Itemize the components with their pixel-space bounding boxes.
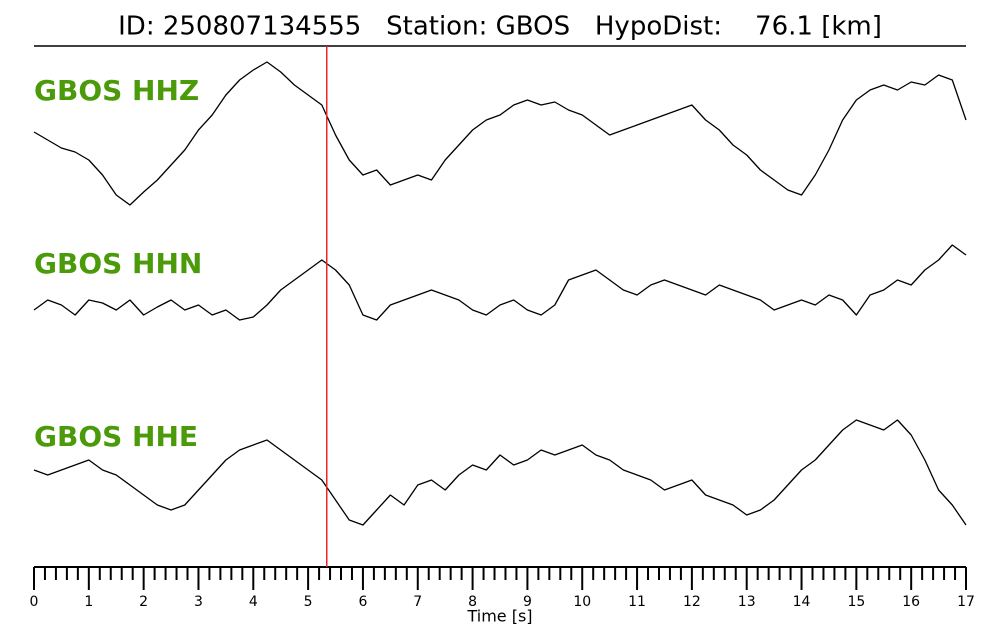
x-tick-label: 16 — [902, 594, 920, 610]
x-tick-label: 4 — [249, 594, 258, 610]
x-tick-label: 1 — [84, 594, 93, 610]
trace-label: GBOS HHZ — [34, 74, 199, 107]
x-tick-label: 14 — [793, 594, 811, 610]
x-tick-label: 10 — [573, 594, 591, 610]
x-tick-label: 6 — [358, 594, 367, 610]
trace-label: GBOS HHN — [34, 247, 202, 280]
trace — [33, 61, 967, 206]
x-tick-label: 12 — [683, 594, 701, 610]
x-tick-label: 15 — [847, 594, 865, 610]
x-tick-label: 11 — [628, 594, 646, 610]
x-tick-label: 2 — [139, 594, 148, 610]
x-tick-label: 5 — [304, 594, 313, 610]
chart-title: ID: 250807134555 Station: GBOS HypoDist:… — [118, 12, 882, 42]
trace — [33, 419, 967, 526]
x-tick-label: 8 — [468, 594, 477, 610]
trace-label: GBOS HHE — [34, 420, 198, 453]
x-tick-label: 13 — [738, 594, 756, 610]
x-tick-label: 0 — [30, 594, 39, 610]
x-tick-label: 3 — [194, 594, 203, 610]
x-tick-label: 7 — [413, 594, 422, 610]
x-tick-label: 17 — [957, 594, 975, 610]
trace — [33, 244, 967, 321]
x-axis-label: Time [s] — [466, 607, 532, 626]
x-tick-label: 9 — [523, 594, 532, 610]
